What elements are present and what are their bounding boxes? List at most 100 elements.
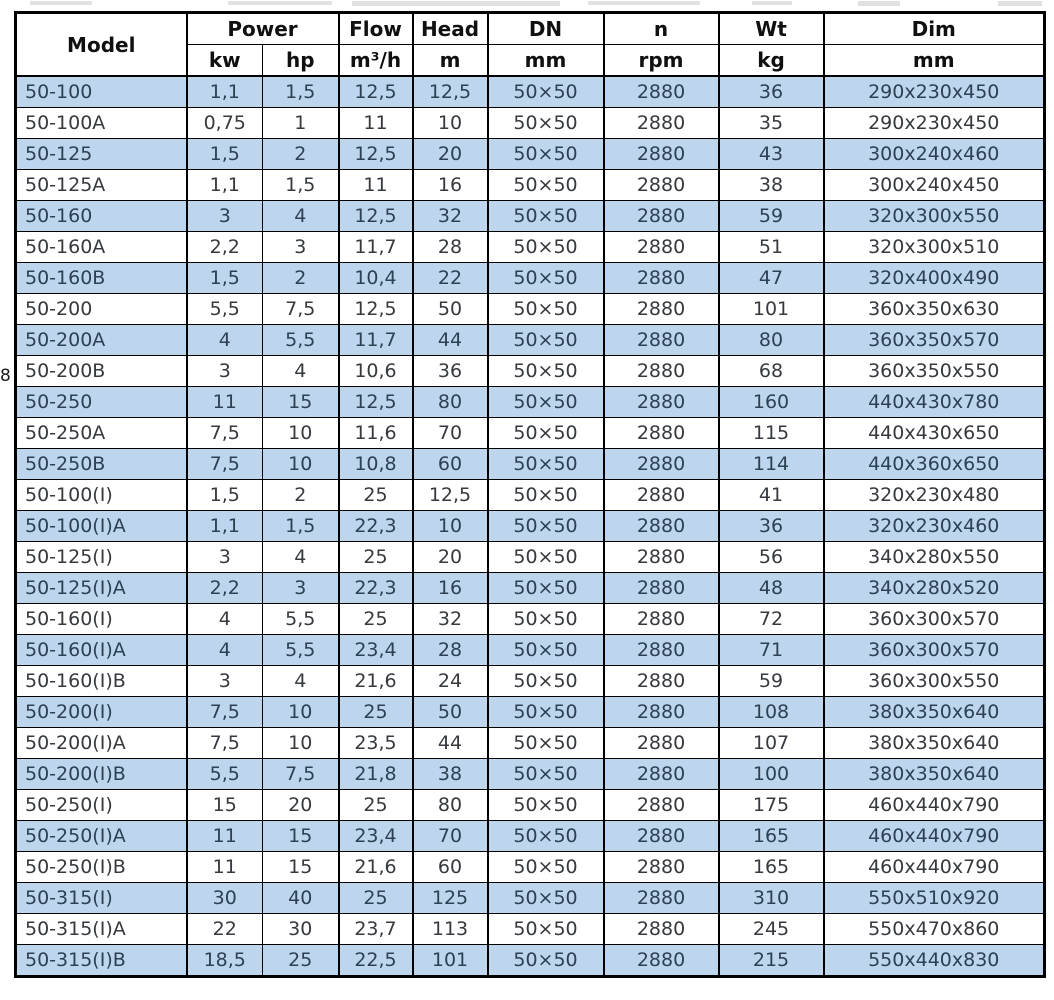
cell-model: 50-100A — [15, 107, 187, 139]
scan-artifact — [352, 1, 560, 6]
unit-kw: kw — [185, 44, 263, 77]
cell-hp: 5,5 — [262, 603, 339, 635]
cell-dim: 360x350x550 — [822, 355, 1045, 387]
cell-kw: 1,1 — [185, 169, 263, 201]
cell-kw: 3 — [185, 665, 263, 697]
cell-head: 32 — [411, 200, 488, 232]
cell-wt: 59 — [717, 665, 824, 697]
pump-spec-table: Model Power Flow Head DN n Wt Dim kw hp … — [14, 11, 1046, 978]
cell-hp: 10 — [262, 727, 339, 759]
cell-wt: 51 — [717, 231, 824, 263]
cell-rpm: 2880 — [602, 789, 719, 821]
cell-hp: 4 — [262, 355, 339, 387]
cell-wt: 72 — [717, 603, 824, 635]
cell-flow: 11,7 — [337, 324, 413, 356]
cell-rpm: 2880 — [602, 200, 719, 232]
cell-head: 24 — [411, 665, 488, 697]
cell-rpm: 2880 — [602, 107, 719, 139]
cell-dim: 340x280x520 — [822, 572, 1045, 604]
cell-model: 50-100 — [15, 75, 187, 108]
table-row: 50-315(I)A 22 30 23,7 113 50×50 2880 245 550x470… — [15, 913, 1045, 945]
cell-rpm: 2880 — [602, 665, 719, 697]
cell-rpm: 2880 — [602, 417, 719, 449]
cell-flow: 25 — [337, 696, 413, 728]
cell-kw: 5,5 — [185, 758, 263, 790]
cell-rpm: 2880 — [602, 169, 719, 201]
cell-hp: 10 — [262, 448, 339, 480]
table-row: 50-200(I)A 7,5 10 23,5 44 50×50 2880 107 380x350… — [15, 727, 1045, 759]
cell-rpm: 2880 — [602, 75, 719, 108]
cell-head: 16 — [411, 169, 488, 201]
cell-model: 50-250(I)A — [15, 820, 187, 852]
cell-model: 50-100(I)A — [15, 510, 187, 542]
table-row: 50-315(I)B 18,5 25 22,5 101 50×50 2880 215 550x4… — [15, 944, 1045, 977]
cell-kw: 1,1 — [185, 510, 263, 542]
table-row: 50-160A 2,2 3 11,7 28 50×50 2880 51 320x300x510 — [15, 231, 1045, 263]
cell-head: 70 — [411, 417, 488, 449]
cell-model: 50-125 — [15, 138, 187, 170]
cell-head: 125 — [411, 882, 488, 914]
cell-dim: 290x230x450 — [822, 75, 1045, 108]
cell-dn: 50×50 — [486, 200, 604, 232]
cell-head: 50 — [411, 696, 488, 728]
cell-model: 50-250(I)B — [15, 851, 187, 883]
cell-kw: 7,5 — [185, 727, 263, 759]
cell-flow: 25 — [337, 789, 413, 821]
cell-flow: 23,5 — [337, 727, 413, 759]
cell-head: 28 — [411, 634, 488, 666]
cell-rpm: 2880 — [602, 944, 719, 977]
table-row: 50-100A 0,75 1 11 10 50×50 2880 35 290x230x450 — [15, 107, 1045, 139]
cell-rpm: 2880 — [602, 138, 719, 170]
cell-wt: 245 — [717, 913, 824, 945]
cell-rpm: 2880 — [602, 820, 719, 852]
cell-dn: 50×50 — [486, 107, 604, 139]
table-header: Model Power Flow Head DN n Wt Dim kw hp … — [15, 12, 1045, 77]
cell-wt: 35 — [717, 107, 824, 139]
cell-wt: 43 — [717, 138, 824, 170]
cell-hp: 2 — [262, 479, 339, 511]
cell-rpm: 2880 — [602, 851, 719, 883]
unit-dim-mm: mm — [822, 44, 1045, 77]
cell-dim: 550x440x830 — [822, 944, 1045, 977]
cell-wt: 101 — [717, 293, 824, 325]
cell-hp: 10 — [262, 417, 339, 449]
cell-rpm: 2880 — [602, 541, 719, 573]
cell-hp: 1,5 — [262, 75, 339, 108]
cell-kw: 4 — [185, 634, 263, 666]
table-row: 50-200B 3 4 10,6 36 50×50 2880 68 360x350x550 — [15, 355, 1045, 387]
cell-flow: 12,5 — [337, 75, 413, 108]
cell-hp: 1 — [262, 107, 339, 139]
cell-wt: 41 — [717, 479, 824, 511]
cell-rpm: 2880 — [602, 727, 719, 759]
cell-dim: 300x240x450 — [822, 169, 1045, 201]
cell-rpm: 2880 — [602, 758, 719, 790]
header-model: Model — [15, 12, 187, 77]
cell-dn: 50×50 — [486, 138, 604, 170]
cell-kw: 22 — [185, 913, 263, 945]
table-row: 50-200A 4 5,5 11,7 44 50×50 2880 80 360x350x570 — [15, 324, 1045, 356]
unit-hp: hp — [262, 44, 339, 77]
cell-model: 50-200(I)A — [15, 727, 187, 759]
cell-flow: 12,5 — [337, 386, 413, 418]
cell-hp: 4 — [262, 200, 339, 232]
cell-dn: 50×50 — [486, 541, 604, 573]
cell-model: 50-160B — [15, 262, 187, 294]
cell-model: 50-250(I) — [15, 789, 187, 821]
cell-head: 60 — [411, 448, 488, 480]
cell-head: 60 — [411, 851, 488, 883]
cell-flow: 10,8 — [337, 448, 413, 480]
cell-dn: 50×50 — [486, 572, 604, 604]
cell-dn: 50×50 — [486, 727, 604, 759]
cell-flow: 12,5 — [337, 138, 413, 170]
cell-kw: 1,5 — [185, 479, 263, 511]
cell-head: 80 — [411, 386, 488, 418]
header-dim: Dim — [822, 12, 1045, 45]
cell-rpm: 2880 — [602, 913, 719, 945]
cell-kw: 3 — [185, 541, 263, 573]
scan-artifact — [30, 1, 92, 5]
table-row: 50-250A 7,5 10 11,6 70 50×50 2880 115 440x430x65… — [15, 417, 1045, 449]
cell-kw: 18,5 — [185, 944, 263, 977]
cell-dim: 440x430x650 — [822, 417, 1045, 449]
table-row: 50-315(I) 30 40 25 125 50×50 2880 310 550x510x92… — [15, 882, 1045, 914]
cell-head: 50 — [411, 293, 488, 325]
